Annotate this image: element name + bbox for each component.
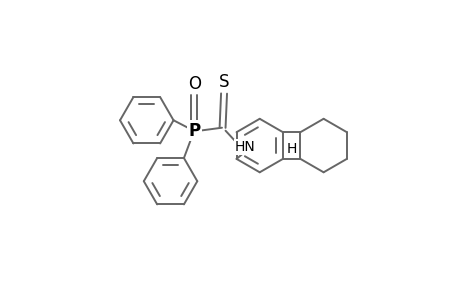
Text: P: P <box>188 122 200 140</box>
Text: H: H <box>286 142 296 155</box>
Text: O: O <box>187 75 201 93</box>
Text: HN: HN <box>234 140 255 154</box>
Text: S: S <box>218 73 229 91</box>
